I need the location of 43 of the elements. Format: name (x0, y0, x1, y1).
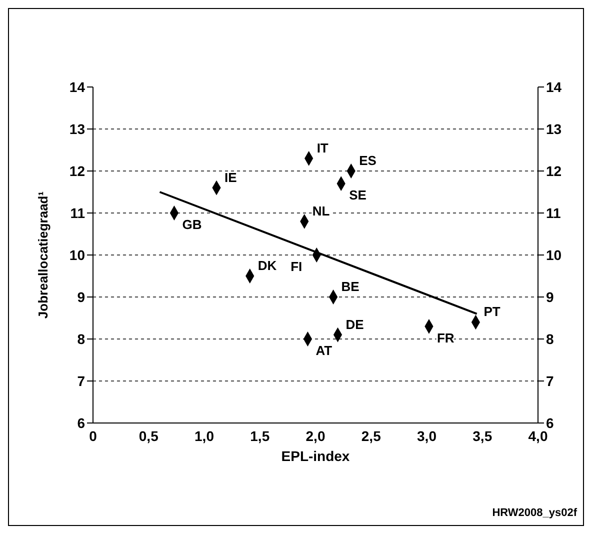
annotation: FR (436, 330, 455, 346)
x-tick-label: 1,0 (194, 428, 214, 444)
annotation: FI (290, 259, 302, 274)
y2-tick-label: 9 (546, 288, 554, 305)
text: HRW2008_ys02f (492, 507, 577, 519)
y-tick-label: 9 (77, 288, 86, 305)
annotation: PT (484, 304, 500, 320)
annotation: DK (258, 258, 278, 273)
x-tick-label: 1,5 (250, 428, 270, 444)
annotation: SE (349, 188, 367, 203)
y-tick-label: 13 (69, 120, 86, 137)
x-tick-label: 2,5 (361, 428, 382, 444)
y-axis-title: Jobreallocatiegraad¹ (36, 191, 51, 319)
x-tick-label: 4,0 (528, 428, 548, 444)
y2-tick-label: 7 (546, 372, 554, 389)
x-tick-label: 3,5 (472, 428, 492, 444)
x-tick-label: 3,0 (417, 428, 437, 444)
annotation: DE (346, 316, 364, 332)
annotation: AT (316, 343, 332, 358)
y2-tick-label: 11 (546, 204, 562, 221)
y-tick-label: 6 (77, 414, 86, 431)
y-tick-label: 7 (77, 372, 86, 389)
y-tick-label: 14 (69, 78, 86, 95)
x-tick-label: 2,0 (306, 428, 326, 444)
annotation: BE (341, 279, 360, 294)
y2-tick-label: 13 (546, 120, 562, 137)
annotation: IT (316, 140, 328, 156)
annotation: ES (359, 153, 377, 168)
y-tick-label: 8 (77, 330, 86, 347)
x-tick-label: 0,5 (138, 428, 159, 444)
y2-tick-label: 10 (546, 246, 562, 263)
y2-tick-label: 12 (546, 162, 562, 179)
annotation: IE (224, 170, 238, 185)
y2-tick-label: 14 (546, 78, 562, 95)
annotation: GB (182, 217, 202, 232)
y-tick-label: 10 (69, 246, 86, 263)
x-tick-label: 0 (89, 428, 98, 444)
annotation: NL (312, 203, 330, 218)
y2-tick-label: 6 (546, 414, 554, 431)
y-tick-label: 12 (69, 162, 86, 179)
y-tick-label: 11 (70, 204, 86, 221)
x-axis-title: EPL-index (281, 448, 350, 464)
y2-tick-label: 8 (546, 330, 554, 347)
